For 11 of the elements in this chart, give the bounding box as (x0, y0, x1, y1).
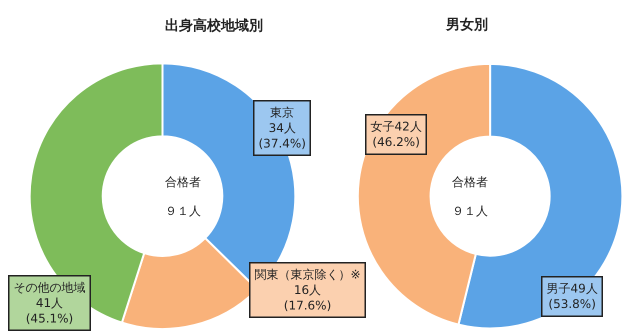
data-label: 女子42人 (46.2%) (370, 120, 422, 150)
data-label: その他の地域 41人 (45.1%) (14, 280, 86, 326)
data-label: 男子49人 (53.8%) (546, 282, 598, 312)
chart-title: 出身高校地域別 (165, 17, 263, 34)
text: 合格者 (165, 175, 201, 189)
text: ９１人 (165, 204, 201, 218)
text: ９１人 (452, 204, 488, 218)
data-label: 東京 34人 (37.4%) (258, 106, 306, 151)
chart-title: 男女別 (445, 17, 488, 33)
data-label: 関東（東京除く）※ 16人 (17.6%) (254, 268, 361, 313)
text: 合格者 (452, 175, 488, 189)
